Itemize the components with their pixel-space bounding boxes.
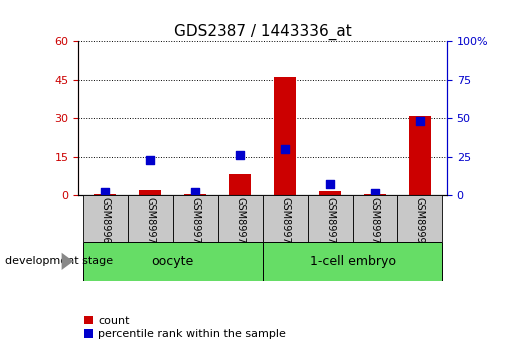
Text: oocyte: oocyte <box>152 255 194 268</box>
Bar <box>139 190 162 195</box>
Bar <box>218 195 263 242</box>
Text: 1-cell embryo: 1-cell embryo <box>310 255 395 268</box>
Text: GSM89975: GSM89975 <box>370 197 380 250</box>
Bar <box>173 195 218 242</box>
Bar <box>397 195 442 242</box>
Bar <box>128 195 173 242</box>
Text: GSM89970: GSM89970 <box>145 197 155 250</box>
Text: GSM89971: GSM89971 <box>190 197 200 250</box>
Bar <box>274 77 296 195</box>
Bar <box>319 191 341 195</box>
Point <box>146 157 154 162</box>
Bar <box>263 195 308 242</box>
Bar <box>184 194 207 195</box>
Text: GSM89969: GSM89969 <box>100 197 110 250</box>
Bar <box>308 195 352 242</box>
Point <box>101 189 109 195</box>
Point <box>281 146 289 152</box>
Bar <box>83 195 128 242</box>
Title: GDS2387 / 1443336_at: GDS2387 / 1443336_at <box>174 24 351 40</box>
Point <box>236 152 244 158</box>
Point <box>191 189 199 195</box>
Legend: count, percentile rank within the sample: count, percentile rank within the sample <box>84 316 286 339</box>
Point <box>416 118 424 124</box>
Text: GSM89972: GSM89972 <box>235 197 245 250</box>
Bar <box>409 116 431 195</box>
Bar <box>263 241 442 281</box>
Text: GSM89974: GSM89974 <box>325 197 335 250</box>
Text: development stage: development stage <box>5 256 113 266</box>
Bar <box>229 175 251 195</box>
Text: GSM89973: GSM89973 <box>280 197 290 250</box>
Text: GSM89999: GSM89999 <box>415 197 425 250</box>
Bar <box>352 195 397 242</box>
Bar <box>94 194 117 195</box>
Point <box>326 181 334 187</box>
Point <box>371 190 379 195</box>
Bar <box>83 241 263 281</box>
